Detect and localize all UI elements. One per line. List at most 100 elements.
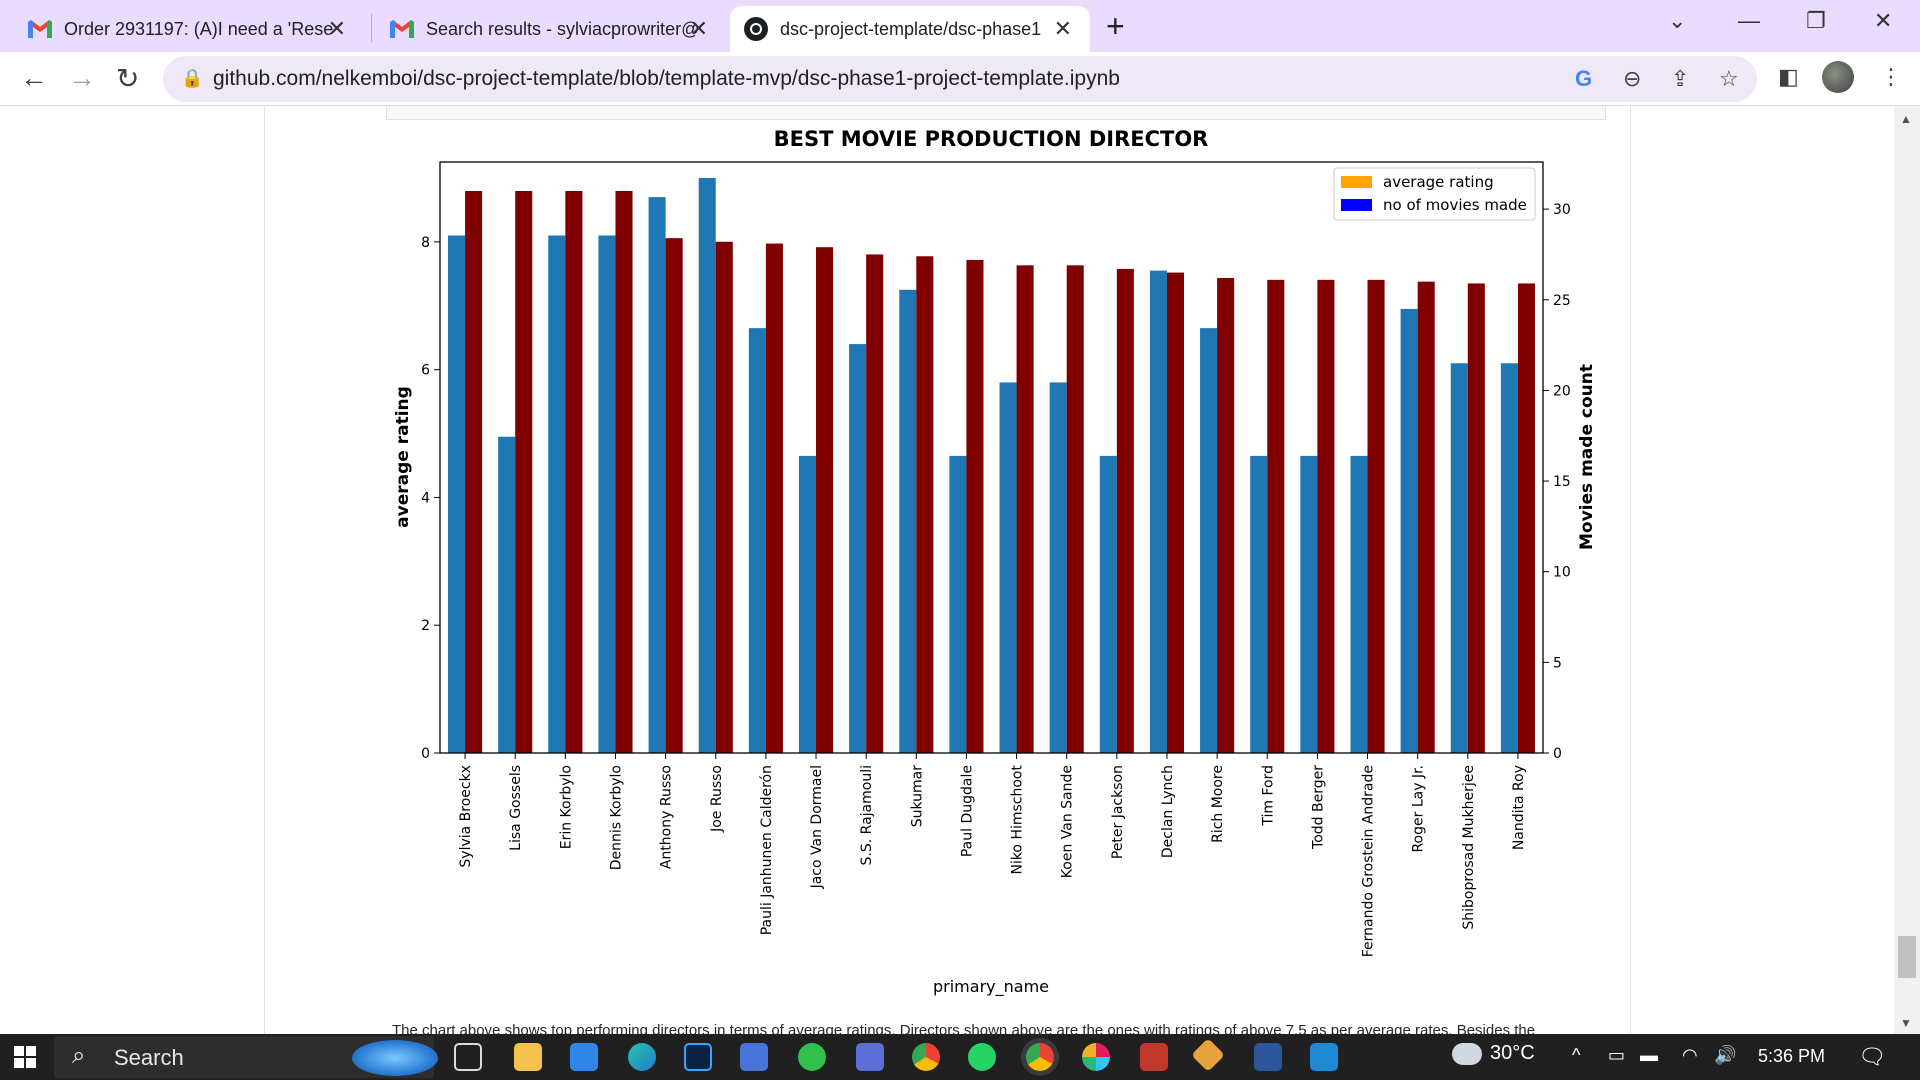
google-icon[interactable]: G — [1575, 66, 1593, 91]
y2-tick-label: 10 — [1553, 565, 1571, 581]
new-tab-button[interactable]: + — [1106, 8, 1125, 44]
slack-icon[interactable] — [1082, 1043, 1110, 1071]
chrome-icon[interactable] — [912, 1043, 940, 1071]
legend: average rating no of movies made — [1333, 167, 1536, 221]
volume-icon[interactable]: 🔊 — [1714, 1045, 1737, 1065]
zoom-icon[interactable]: ⊖ — [1623, 66, 1642, 91]
close-window-icon[interactable]: ✕ — [1874, 8, 1893, 33]
store-icon[interactable] — [740, 1043, 768, 1071]
cloud-icon — [1452, 1042, 1482, 1065]
browser-toolbar: ← → ↻ 🔒 github.com/nelkemboi/dsc-project… — [0, 52, 1920, 106]
avatar[interactable] — [1822, 61, 1854, 93]
tab-title: Order 2931197: (A)I need a 'Rese — [64, 18, 334, 39]
clock[interactable]: 5:36 PM — [1758, 1046, 1826, 1066]
bar-movies-made — [615, 191, 633, 754]
x-tick-label: Dennis Korbylo — [608, 765, 624, 870]
bar-movies-made — [1317, 279, 1335, 753]
address-bar[interactable]: 🔒 github.com/nelkemboi/dsc-project-templ… — [163, 56, 1757, 102]
whatsapp-icon[interactable] — [968, 1043, 996, 1071]
tab-gmail-search[interactable]: Search results - sylviacprowriter@ ✕ — [376, 6, 726, 52]
x-tick-label: Peter Jackson — [1110, 765, 1126, 859]
x-tick-label: Todd Berger — [1310, 765, 1326, 850]
y2-tick-label: 15 — [1553, 474, 1571, 490]
tab-title: dsc-project-template/dsc-phase1 — [780, 18, 1042, 39]
back-arrow-icon[interactable]: ← — [20, 62, 48, 93]
bar-average-rating — [1200, 328, 1218, 753]
bar-average-rating — [1049, 382, 1067, 753]
chevron-up-icon[interactable]: ^ — [1572, 1045, 1581, 1065]
weather-widget[interactable]: 30°C — [1452, 1042, 1535, 1065]
y2-tick-label: 5 — [1553, 655, 1562, 671]
bar-movies-made — [665, 238, 683, 753]
search-highlight-art[interactable] — [352, 1040, 438, 1076]
minimize-icon[interactable]: — — [1738, 8, 1760, 33]
scroll-down-icon[interactable]: ▼ — [1900, 1016, 1912, 1030]
bar-average-rating — [1350, 455, 1368, 753]
lock-icon[interactable]: 🔒 — [181, 68, 204, 88]
x-tick-label: Roger Lay Jr. — [1411, 765, 1427, 853]
winrar-icon[interactable] — [1140, 1043, 1168, 1071]
url-text[interactable]: github.com/nelkemboi/dsc-project-templat… — [213, 67, 1120, 90]
share-icon[interactable]: ⇪ — [1671, 66, 1690, 91]
tab-gmail-order[interactable]: Order 2931197: (A)I need a 'Rese ✕ — [14, 6, 364, 52]
tab-github[interactable]: dsc-project-template/dsc-phase1 ✕ — [730, 6, 1090, 52]
wechat-icon[interactable] — [798, 1043, 826, 1071]
menu-icon[interactable]: ⋮ — [1880, 64, 1902, 89]
windows-start-icon[interactable] — [14, 1046, 36, 1068]
notifications-icon[interactable]: 🗨 — [1858, 1044, 1886, 1069]
bar-movies-made — [515, 191, 533, 754]
restore-icon[interactable]: ❐ — [1806, 8, 1826, 33]
battery-icon[interactable]: ▬ — [1640, 1045, 1658, 1065]
bar-movies-made — [866, 254, 884, 753]
close-icon[interactable]: ✕ — [327, 16, 346, 41]
bar-movies-made — [765, 243, 783, 753]
meet-icon[interactable]: ▭ — [1608, 1045, 1626, 1065]
x-tick-label: Sylvia Broeckx — [458, 765, 474, 868]
tab-search-chevron-icon[interactable]: ⌄ — [1668, 8, 1687, 33]
close-icon[interactable]: ✕ — [1053, 16, 1072, 41]
bar-movies-made — [1517, 283, 1535, 753]
bar-average-rating — [598, 235, 616, 753]
bar-movies-made — [1116, 268, 1134, 753]
page-scrollbar[interactable] — [1894, 106, 1920, 1034]
vscode-icon[interactable] — [1310, 1043, 1338, 1071]
task-view-icon[interactable] — [454, 1043, 482, 1071]
bar-average-rating — [1400, 308, 1418, 753]
chart-title: BEST MOVIE PRODUCTION DIRECTOR — [774, 127, 1209, 151]
file-explorer-icon[interactable] — [514, 1043, 542, 1071]
bar-movies-made — [1417, 281, 1435, 753]
x-axis: Sylvia Broeckx Lisa Gossels Erin Korbylo De… — [458, 753, 1527, 957]
x-axis-label: primary_name — [933, 977, 1049, 997]
bar-average-rating — [748, 328, 766, 753]
teams-icon[interactable] — [856, 1043, 884, 1071]
reload-icon[interactable]: ↻ — [116, 63, 140, 94]
photoshop-icon[interactable] — [684, 1043, 712, 1071]
side-panel-icon[interactable]: ◧ — [1778, 64, 1799, 89]
wifi-icon[interactable]: ◠ — [1682, 1045, 1698, 1065]
x-tick-label: Anthony Russo — [659, 765, 675, 869]
bar-movies-made — [1066, 265, 1084, 753]
mail-icon[interactable] — [570, 1043, 598, 1071]
edge-icon[interactable] — [628, 1043, 656, 1071]
chrome-active-icon[interactable] — [1026, 1043, 1054, 1071]
notebook-page: BEST MOVIE PRODUCTION DIRECTOR 0 2 4 6 8 0 5 1… — [0, 106, 1920, 1034]
scroll-up-icon[interactable]: ▲ — [1900, 112, 1912, 126]
bar-average-rating — [1450, 363, 1468, 753]
notebook-markdown-text: The chart above shows top performing dir… — [392, 1022, 1536, 1034]
word-icon[interactable] — [1254, 1043, 1282, 1071]
search-icon: ⌕ — [72, 1042, 86, 1069]
legend-label-movies-made: no of movies made — [1383, 196, 1527, 214]
close-icon[interactable]: ✕ — [689, 16, 708, 41]
bar-average-rating — [849, 344, 867, 753]
bar-average-rating — [1500, 363, 1518, 753]
scrollbar-thumb[interactable] — [1898, 936, 1916, 978]
y2-tick-label: 20 — [1553, 383, 1571, 399]
bar-average-rating — [1149, 270, 1167, 753]
bar-average-rating — [1250, 455, 1268, 753]
bars-layer — [448, 177, 1535, 754]
forward-arrow-icon[interactable]: → — [68, 62, 96, 93]
bar-average-rating — [698, 177, 716, 754]
git-icon[interactable] — [1191, 1038, 1225, 1072]
star-icon[interactable]: ☆ — [1719, 66, 1739, 91]
x-tick-label: Nandita Roy — [1511, 765, 1527, 850]
